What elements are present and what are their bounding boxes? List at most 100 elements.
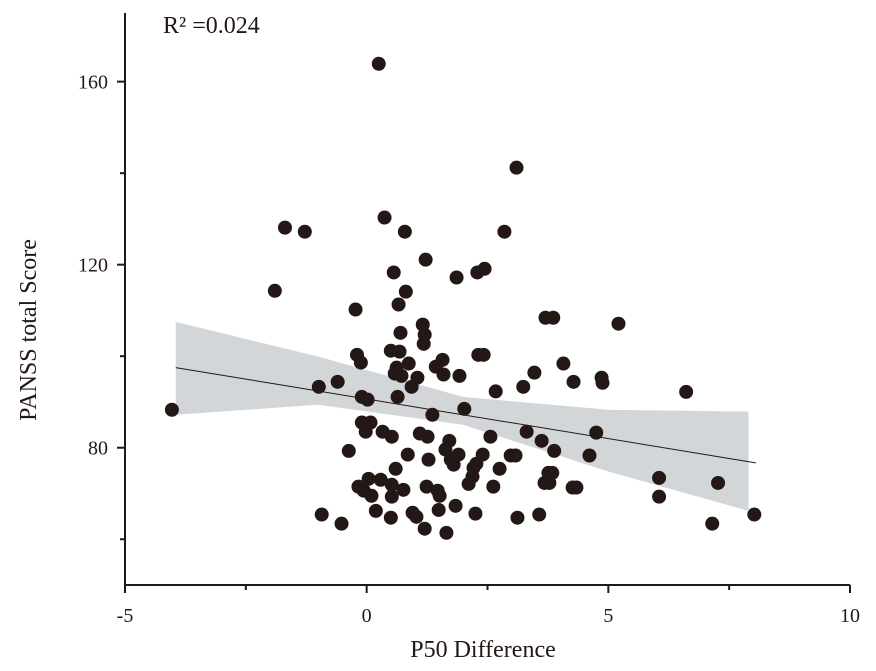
point — [418, 252, 433, 267]
point — [417, 521, 432, 536]
point — [475, 447, 490, 462]
point — [532, 507, 547, 522]
point — [392, 344, 407, 359]
point — [409, 509, 424, 524]
point — [747, 507, 762, 522]
point — [452, 368, 467, 383]
point — [364, 488, 379, 503]
point — [417, 327, 432, 342]
point — [652, 489, 667, 504]
point — [377, 210, 392, 225]
point — [432, 488, 447, 503]
point — [368, 503, 383, 518]
point — [371, 56, 386, 71]
point — [384, 477, 399, 492]
point — [348, 302, 363, 317]
point — [420, 429, 435, 444]
point — [425, 407, 440, 422]
y-tick-label: 160 — [78, 72, 108, 94]
point — [393, 325, 408, 340]
point — [439, 525, 454, 540]
x-axis-label: P50 Difference — [410, 637, 556, 663]
point — [508, 448, 523, 463]
point — [546, 310, 561, 325]
point — [486, 479, 501, 494]
point — [397, 224, 412, 239]
point — [566, 374, 581, 389]
point — [398, 284, 413, 299]
point — [361, 471, 376, 486]
point — [384, 429, 399, 444]
point — [330, 374, 345, 389]
point — [589, 425, 604, 440]
point — [384, 489, 399, 504]
point — [400, 447, 415, 462]
point — [391, 297, 406, 312]
point — [373, 472, 388, 487]
y-tick-label: 80 — [88, 438, 108, 460]
point — [468, 506, 483, 521]
point — [442, 433, 457, 448]
point — [497, 224, 512, 239]
point — [556, 356, 571, 371]
point — [483, 429, 498, 444]
confidence-band — [175, 321, 749, 511]
point — [448, 498, 463, 513]
point — [519, 424, 534, 439]
point — [390, 389, 405, 404]
point — [267, 283, 282, 298]
point — [705, 516, 720, 531]
point — [431, 502, 446, 517]
point — [421, 452, 436, 467]
point — [383, 510, 398, 525]
point — [652, 470, 667, 485]
x-tick-label: -5 — [117, 605, 134, 627]
point — [363, 415, 378, 430]
point — [711, 475, 726, 490]
point — [679, 384, 694, 399]
y-axis-label: PANSS total Score — [16, 239, 42, 421]
x-tick-label: 10 — [840, 605, 860, 627]
point — [582, 448, 597, 463]
point — [277, 220, 292, 235]
point — [451, 447, 466, 462]
point — [394, 368, 409, 383]
point — [388, 461, 403, 476]
point — [314, 507, 329, 522]
point — [545, 465, 560, 480]
point — [492, 461, 507, 476]
point — [410, 370, 425, 385]
y-tick-label: 120 — [78, 255, 108, 277]
point — [419, 479, 434, 494]
point — [547, 443, 562, 458]
point — [595, 375, 610, 390]
point — [164, 402, 179, 417]
point — [509, 160, 524, 175]
point — [401, 356, 416, 371]
point — [334, 516, 349, 531]
point — [396, 482, 411, 497]
point — [386, 265, 401, 280]
point — [488, 384, 503, 399]
point — [297, 224, 312, 239]
point — [611, 316, 626, 331]
point — [341, 443, 356, 458]
point — [436, 367, 451, 382]
point — [569, 480, 584, 495]
x-tick-label: 0 — [362, 605, 372, 627]
point — [534, 433, 549, 448]
point — [476, 347, 491, 362]
point — [527, 365, 542, 380]
annotation: R² =0.024 — [163, 13, 260, 39]
point — [311, 379, 326, 394]
point — [457, 401, 472, 416]
point — [353, 355, 368, 370]
x-tick-label: 5 — [603, 605, 613, 627]
point — [360, 392, 375, 407]
point — [477, 261, 492, 276]
point — [516, 379, 531, 394]
point — [449, 270, 464, 285]
point — [435, 352, 450, 367]
point — [510, 510, 525, 525]
